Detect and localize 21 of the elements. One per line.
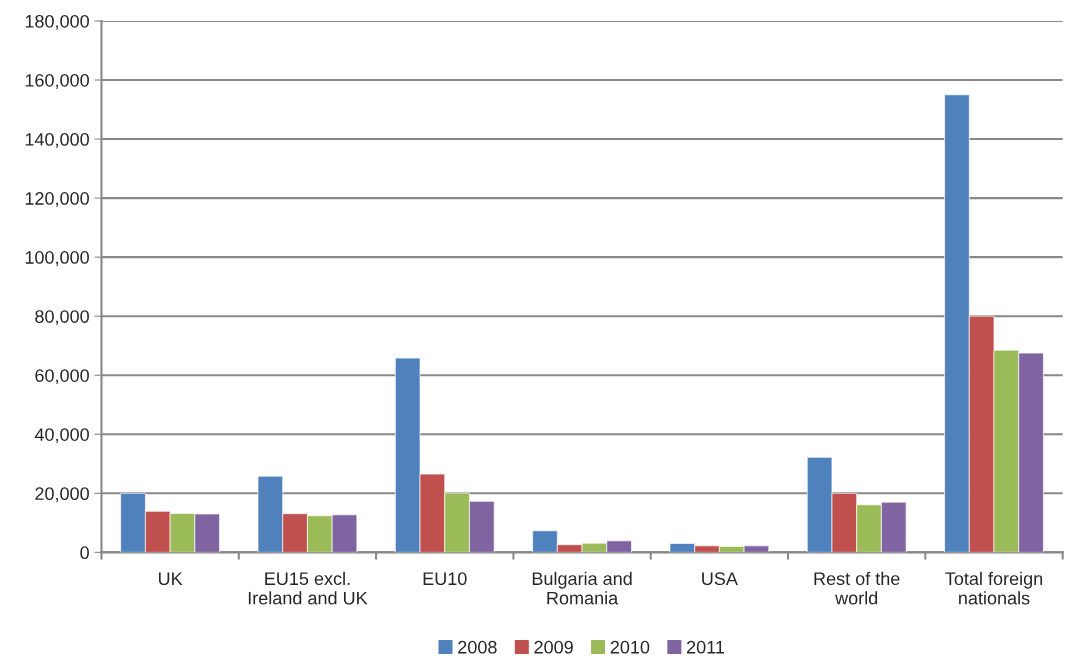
x-tick-label: Rest of the world [814,571,900,605]
y-tick-label: 60,000 [35,369,89,385]
y-tick-label: 0 [80,546,89,560]
legend-label: 2009 [534,640,573,654]
y-tick-label: 140,000 [25,133,89,148]
y-tick-label: 160,000 [25,73,89,89]
x-tick-label: EU15 excl. Ireland and UK [248,571,368,605]
x-tick-label: UK [158,572,183,586]
y-tick-label: 100,000 [25,251,89,266]
legend-label: 2008 [458,640,497,654]
x-tick-label: Total foreign nationals [945,571,1043,605]
legend-label: 2011 [686,640,725,654]
x-tick-label: Bulgaria and Romania [532,571,632,605]
x-tick-label: EU10 [423,572,467,586]
y-tick-label: 80,000 [35,310,89,326]
y-tick-label: 120,000 [25,192,89,207]
y-tick-label: 40,000 [34,428,89,444]
x-tick-label: USA [702,572,738,586]
y-tick-label: 180,000 [25,14,89,30]
legend-label: 2010 [610,640,650,654]
y-tick-label: 20,000 [35,487,89,503]
